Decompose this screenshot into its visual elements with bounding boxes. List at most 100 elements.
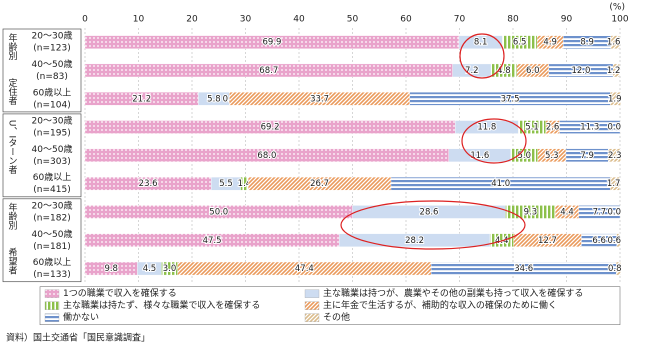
value-label: 28.6 [420, 207, 439, 217]
value-label: 28.2 [405, 236, 424, 246]
value-label: 47.4 [295, 264, 314, 274]
bar-segment [610, 92, 621, 106]
bar-segment [559, 120, 621, 134]
value-label: 4.4 [560, 207, 574, 217]
y-tick-label: 20～30歳 [32, 199, 73, 211]
legend-swatch [304, 289, 320, 298]
value-label: 1.7 [607, 179, 621, 189]
value-label: 12.0 [571, 66, 590, 76]
value-label: 26.7 [310, 179, 329, 189]
value-label: 5.5 [219, 179, 233, 189]
value-label: 1.6 [607, 38, 621, 48]
value-label: 5.8 [207, 94, 221, 104]
y-tick-label: 60歳以上 [33, 86, 71, 98]
x-tick-label: 50 [347, 15, 359, 25]
value-label: 68.7 [259, 66, 278, 76]
x-tick-label: 0 [82, 15, 88, 25]
x-tick-label: 20 [186, 15, 198, 25]
value-label: 9.8 [104, 264, 118, 274]
group-sub-label: 年齢別 [7, 202, 18, 231]
value-label: 11.6 [470, 151, 489, 161]
y-tick-label: 60歳以上 [33, 256, 71, 268]
value-label: 33.7 [310, 94, 329, 104]
legend-label: 主な職業は持たず、様々な職業で収入を確保する [63, 299, 260, 311]
value-label: 5.0 [517, 151, 531, 161]
value-label: 4.8 [497, 66, 511, 76]
group-box [2, 113, 82, 198]
group-box [2, 198, 82, 283]
n-label: (n=195) [33, 129, 70, 139]
bar-segment [616, 233, 621, 247]
x-tick-label: 80 [507, 15, 519, 25]
value-label: 7.7 [593, 207, 607, 217]
x-tick-label: 40 [293, 15, 305, 25]
x-unit: (%) [609, 3, 625, 13]
n-label: (n=133) [33, 270, 70, 280]
value-label: 1.9 [608, 94, 622, 104]
legend-swatch [304, 313, 320, 322]
x-tick-label: 30 [240, 15, 252, 25]
legend-swatch [44, 301, 60, 310]
group-box [2, 28, 82, 113]
value-label: 6.5 [513, 38, 527, 48]
value-label: 0.0 [607, 207, 621, 217]
x-tick-label: 100 [611, 15, 628, 25]
value-label: 11.3 [580, 123, 599, 133]
y-tick-label: 40～50歳 [32, 58, 73, 70]
legend-label: その他 [323, 311, 350, 323]
n-label: (n=181) [33, 242, 70, 252]
value-label: 3.0 [163, 264, 177, 274]
value-label: 2.3 [608, 151, 622, 161]
x-tick-label: 90 [561, 15, 573, 25]
y-tick-label: 20～30歳 [32, 30, 73, 42]
value-label: 5.3 [545, 151, 559, 161]
bar-segment [616, 261, 621, 276]
bar-segment [610, 176, 620, 191]
n-label: (n=104) [33, 100, 70, 110]
bar-segment [610, 35, 620, 49]
bar-segment [608, 148, 621, 163]
legend-box [39, 286, 621, 326]
highlight-ellipse [459, 33, 505, 79]
legend-swatch [44, 289, 60, 298]
value-label: 4.9 [543, 38, 557, 48]
value-label: 0.8 [608, 264, 622, 274]
value-label: 12.7 [538, 236, 557, 246]
value-label: 7.2 [465, 66, 479, 76]
value-label: 6.0 [526, 66, 540, 76]
legend-label: 主に年金で生活するが、補助的な収入の確保のために働く [323, 299, 557, 311]
legend-swatch [304, 301, 320, 310]
group-label: 定住者 [7, 77, 18, 105]
value-label: 0.6 [607, 236, 621, 246]
value-label: 41.0 [491, 179, 510, 189]
group-label: U、Iターン者 [7, 120, 18, 174]
n-label: (n=123) [33, 44, 70, 54]
value-label: 68.0 [257, 151, 276, 161]
value-label: 69.2 [261, 123, 280, 133]
value-label: 8.9 [580, 38, 594, 48]
bar-segment [578, 205, 621, 219]
highlight-ellipse [340, 200, 526, 250]
value-label: 8.1 [474, 38, 488, 48]
value-label: 1.2 [607, 66, 621, 76]
legend-swatch [44, 313, 60, 322]
value-label: 4.5 [143, 264, 157, 274]
value-label: 5.1 [525, 123, 539, 133]
value-label: 69.9 [263, 38, 282, 48]
x-tick-label: 10 [133, 15, 145, 25]
legend-label: 働かない [63, 311, 99, 323]
value-label: 7.9 [580, 151, 594, 161]
n-label: (n=415) [33, 185, 70, 195]
value-label: 2.6 [546, 123, 560, 133]
group-label: 希望者 [7, 247, 18, 275]
value-label: 37.5 [501, 94, 520, 104]
y-tick-label: 20～30歳 [32, 115, 73, 127]
annotations [340, 33, 527, 250]
value-label: 0.0 [607, 123, 621, 133]
value-label: 9.3 [524, 207, 538, 217]
highlight-ellipse [461, 118, 527, 164]
y-tick-label: 40～50歳 [32, 228, 73, 240]
legend-label: 主な職業は持つが、農業やその他の副業も持って収入を確保する [323, 287, 583, 299]
value-label: 50.0 [209, 207, 228, 217]
